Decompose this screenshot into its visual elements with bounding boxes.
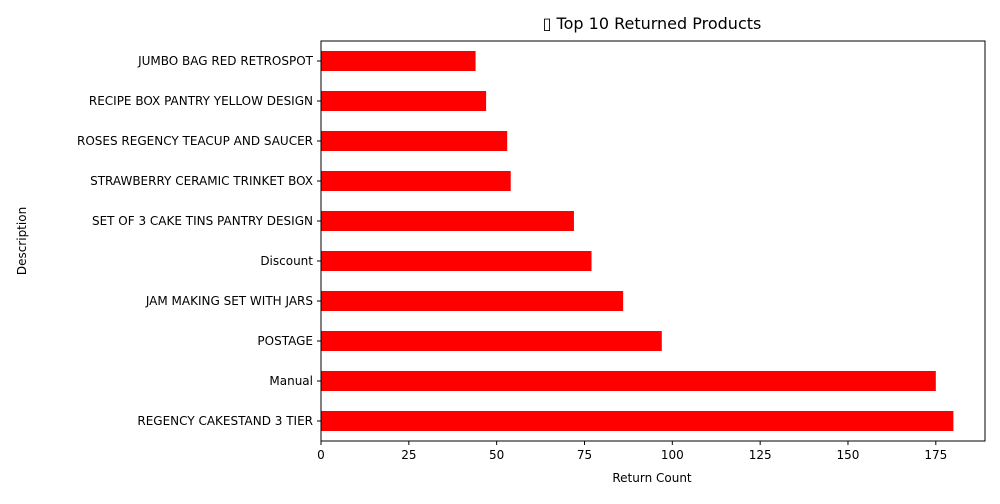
x-tick-label: 25: [401, 448, 416, 462]
y-axis-ticks: REGENCY CAKESTAND 3 TIER Manual POSTAGE JAM…: [77, 54, 321, 428]
y-tick-label: JAM MAKING SET WITH JARS: [145, 294, 313, 308]
x-tick-label: 125: [749, 448, 772, 462]
y-tick-label: REGENCY CAKESTAND 3 TIER: [137, 414, 313, 428]
bar: [321, 331, 662, 351]
bar: [321, 51, 476, 71]
bar: [321, 211, 574, 231]
x-tick-label: 75: [577, 448, 592, 462]
bar: [321, 291, 624, 311]
bar: [321, 131, 508, 151]
y-tick-label: POSTAGE: [257, 334, 313, 348]
x-axis-ticks: 0 25 50 75 100 125 150 175: [317, 441, 947, 462]
bar: [321, 411, 954, 431]
x-tick-label: 50: [489, 448, 504, 462]
bar-group: [321, 51, 954, 431]
bar: [321, 91, 487, 111]
x-tick-label: 175: [924, 448, 947, 462]
y-axis-label: Description: [15, 207, 29, 275]
y-tick-label: JUMBO BAG RED RETROSPOT: [137, 54, 314, 68]
x-tick-label: 100: [661, 448, 684, 462]
y-tick-label: ROSES REGENCY TEACUP AND SAUCER: [77, 134, 313, 148]
plot-frame: [320, 40, 986, 442]
y-tick-label: SET OF 3 CAKE TINS PANTRY DESIGN: [92, 214, 313, 228]
y-tick-label: Manual: [269, 374, 313, 388]
bar: [321, 371, 936, 391]
y-tick-label: Discount: [260, 254, 313, 268]
y-tick-label: STRAWBERRY CERAMIC TRINKET BOX: [90, 174, 313, 188]
x-axis-label: Return Count: [612, 471, 692, 485]
bar: [321, 171, 511, 191]
x-tick-label: 0: [317, 448, 325, 462]
chart-title: ▯ Top 10 Returned Products: [543, 14, 762, 33]
bar: [321, 251, 592, 271]
y-tick-label: RECIPE BOX PANTRY YELLOW DESIGN: [89, 94, 313, 108]
x-tick-label: 150: [837, 448, 860, 462]
